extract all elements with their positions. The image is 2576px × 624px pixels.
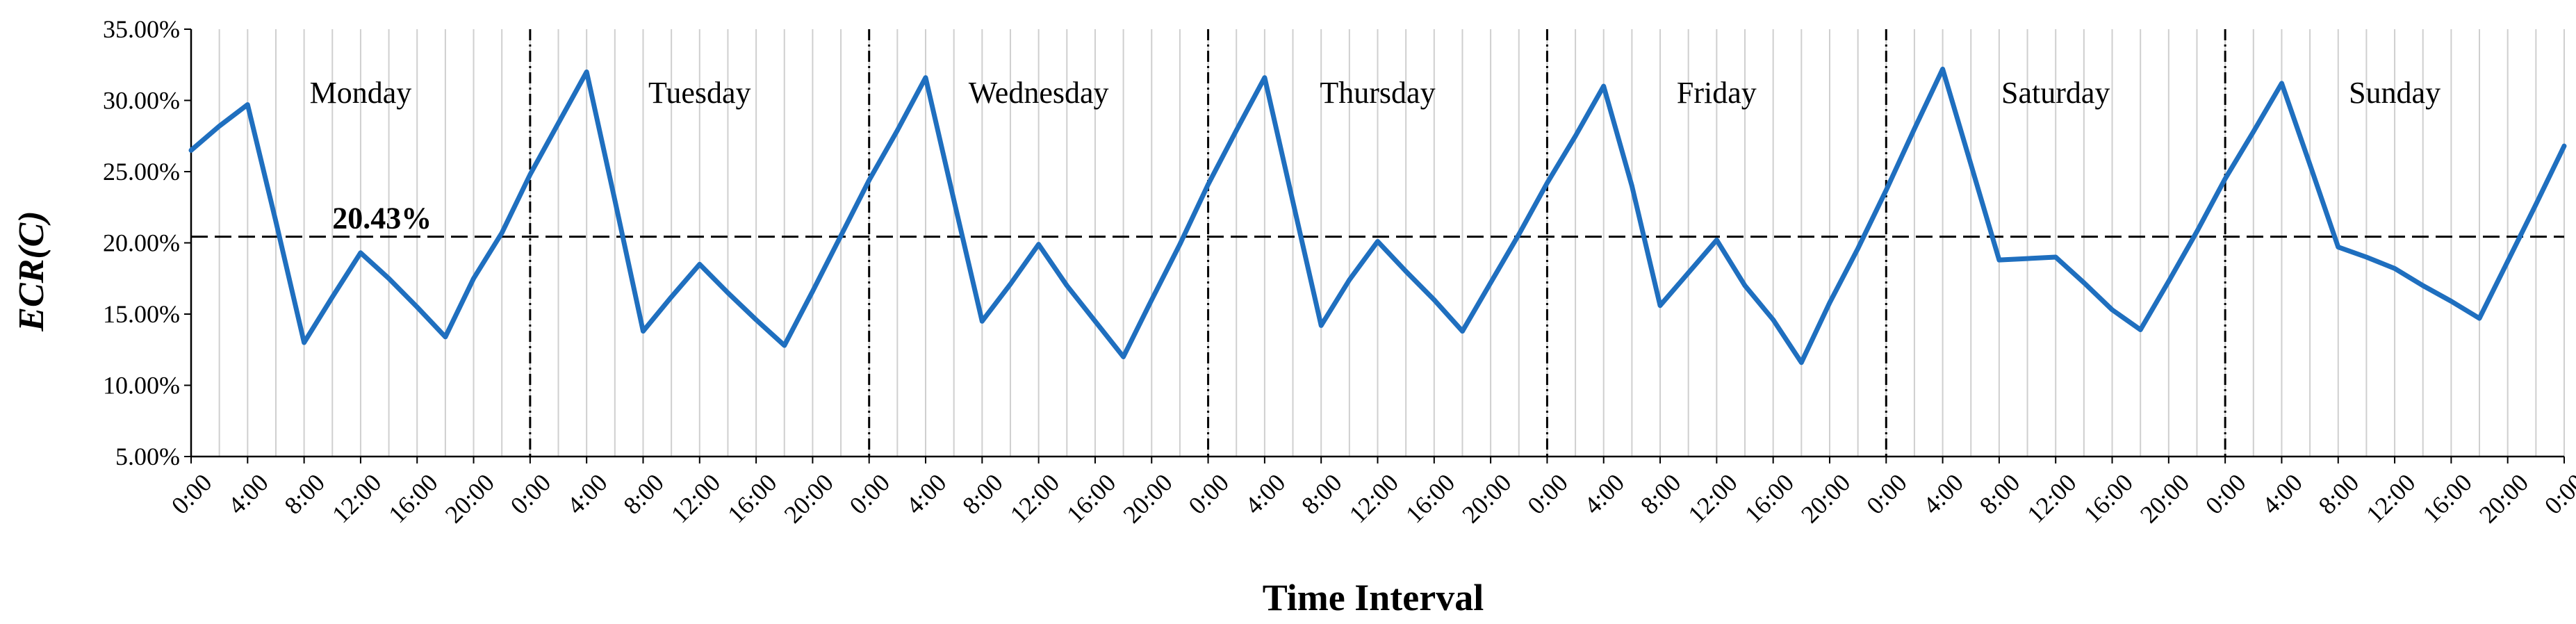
day-label: Saturday	[2001, 76, 2110, 110]
grid-layer	[190, 29, 2565, 457]
x-tick-label: 16:00	[2418, 468, 2477, 528]
x-tick-label: 4:00	[561, 468, 613, 520]
day-label: Thursday	[1320, 76, 1435, 110]
x-tick-label: 12:00	[1683, 468, 1743, 528]
x-tick-label: 12:00	[1005, 468, 1065, 528]
day-label: Friday	[1677, 76, 1757, 110]
x-tick-label: 4:00	[901, 468, 952, 520]
x-axis-title: Time Interval	[1263, 577, 1484, 618]
x-tick-label: 4:00	[222, 468, 274, 520]
x-tick-label: 0:00	[505, 468, 557, 520]
x-tick-label: 0:00	[1183, 468, 1234, 520]
axes-layer	[184, 28, 2565, 463]
x-tick-label: 20:00	[1796, 468, 1855, 528]
y-tick-label: 35.00%	[103, 15, 180, 43]
y-tick-label: 25.00%	[103, 158, 180, 186]
x-tick-label: 12:00	[1344, 468, 1404, 528]
ecr-series-line	[188, 66, 2567, 366]
x-tick-label: 8:00	[618, 468, 669, 520]
x-tick-label: 8:00	[279, 468, 331, 520]
x-tick-label: 16:00	[383, 468, 443, 528]
x-tick-label: 16:00	[1400, 468, 1460, 528]
x-tick-label: 4:00	[1918, 468, 1969, 520]
x-tick-label: 20:00	[1457, 468, 1516, 528]
x-tick-label: 20:00	[1117, 468, 1177, 528]
x-tick-label: 16:00	[1739, 468, 1799, 528]
x-tick-label: 0:00	[2539, 468, 2576, 520]
y-axis-title: ECR(C)	[12, 211, 51, 331]
y-tick-label: 10.00%	[103, 372, 180, 400]
y-tick-label: 15.00%	[103, 300, 180, 328]
y-tick-label: 5.00%	[115, 443, 180, 470]
x-tick-label: 0:00	[166, 468, 218, 520]
x-tick-label: 20:00	[779, 468, 839, 528]
x-tick-label: 16:00	[1061, 468, 1121, 528]
y-tick-label: 20.00%	[103, 229, 180, 257]
x-tick-label: 12:00	[2361, 468, 2420, 528]
x-tick-label: 8:00	[1974, 468, 2026, 520]
x-tick-label: 0:00	[2200, 468, 2251, 520]
day-label: Tuesday	[648, 76, 751, 110]
x-tick-label: 4:00	[2256, 468, 2308, 520]
x-tick-label: 8:00	[957, 468, 1008, 520]
x-tick-label: 0:00	[1522, 468, 1573, 520]
x-tick-label: 16:00	[722, 468, 782, 528]
x-tick-label: 12:00	[327, 468, 386, 528]
x-tick-label: 8:00	[2313, 468, 2365, 520]
x-tick-label: 0:00	[1861, 468, 1912, 520]
reference-line-label: 20.43%	[332, 202, 432, 236]
day-label: Monday	[310, 76, 412, 110]
x-tick-label: 12:00	[2021, 468, 2081, 528]
day-label: Wednesday	[969, 76, 1109, 110]
x-tick-label: 4:00	[1240, 468, 1291, 520]
x-tick-label: 4:00	[1579, 468, 1630, 520]
x-tick-label: 8:00	[1296, 468, 1347, 520]
x-tick-label: 20:00	[2135, 468, 2194, 528]
x-tick-label: 8:00	[1635, 468, 1687, 520]
x-tick-label: 20:00	[440, 468, 500, 528]
x-tick-label: 20:00	[2474, 468, 2534, 528]
day-label: Sunday	[2349, 76, 2440, 110]
series-layer	[188, 66, 2567, 366]
x-tick-label: 16:00	[2078, 468, 2138, 528]
y-tick-label: 30.00%	[103, 87, 180, 115]
x-tick-label: 12:00	[666, 468, 725, 528]
x-tick-label: 0:00	[844, 468, 896, 520]
